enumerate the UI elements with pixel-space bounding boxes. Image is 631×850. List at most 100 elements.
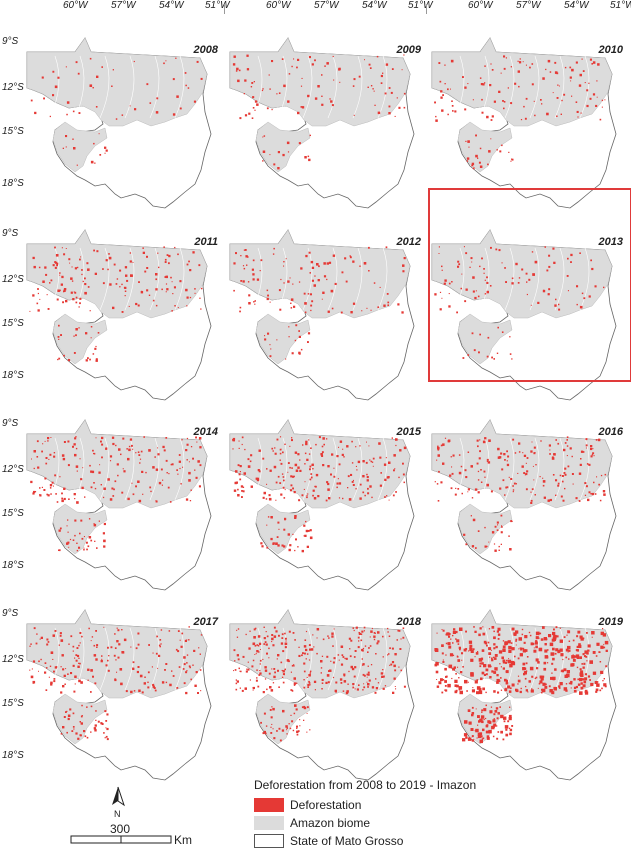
deforestation-patch (288, 660, 290, 663)
deforestation-patch (63, 288, 67, 291)
deforestation-patch (308, 158, 311, 162)
deforestation-patch (97, 720, 100, 723)
deforestation-patch (306, 545, 309, 548)
deforestation-patch (309, 529, 312, 532)
deforestation-patch (274, 452, 277, 455)
deforestation-patch (515, 638, 518, 641)
deforestation-patch (258, 449, 261, 452)
scale-bar (70, 835, 172, 844)
deforestation-patch (81, 269, 83, 271)
deforestation-patch (386, 495, 388, 497)
deforestation-patch (260, 542, 263, 545)
deforestation-patch (129, 252, 132, 254)
deforestation-patch (504, 688, 508, 692)
deforestation-patch (557, 484, 560, 487)
deforestation-patch (140, 291, 144, 294)
deforestation-patch (286, 141, 290, 145)
deforestation-patch (168, 262, 170, 265)
deforestation-patch (447, 439, 451, 442)
deforestation-patch (262, 691, 265, 694)
deforestation-patch (438, 253, 440, 254)
deforestation-patch (179, 467, 181, 470)
deforestation-patch (548, 254, 551, 257)
deforestation-patch (61, 247, 63, 249)
deforestation-patch (294, 549, 296, 552)
deforestation-patch (366, 676, 368, 678)
year-label: 2017 (193, 616, 218, 628)
deforestation-patch (293, 682, 297, 685)
deforestation-patch (584, 82, 586, 84)
deforestation-patch (367, 673, 370, 676)
deforestation-patch (114, 678, 117, 681)
deforestation-patch (304, 534, 307, 537)
deforestation-patch (248, 294, 251, 297)
deforestation-patch (46, 493, 48, 496)
deforestation-patch (129, 105, 131, 107)
deforestation-patch (484, 293, 487, 295)
deforestation-patch (323, 262, 326, 265)
deforestation-patch (66, 731, 68, 734)
deforestation-patch (297, 730, 300, 732)
deforestation-patch (142, 247, 144, 249)
deforestation-patch (246, 256, 249, 258)
deforestation-patch (115, 118, 118, 120)
deforestation-patch (326, 674, 330, 677)
deforestation-patch (264, 335, 266, 337)
deforestation-patch (399, 648, 402, 650)
deforestation-patch (188, 479, 191, 482)
deforestation-patch (531, 488, 534, 491)
deforestation-patch (347, 475, 350, 478)
deforestation-patch (491, 670, 494, 673)
deforestation-patch (286, 659, 290, 662)
deforestation-patch (368, 270, 370, 272)
deforestation-patch (520, 648, 523, 651)
longitude-label: 54°W (159, 0, 184, 11)
deforestation-patch (576, 645, 579, 648)
deforestation-patch (532, 273, 535, 276)
deforestation-patch (441, 269, 443, 271)
deforestation-patch (94, 487, 97, 490)
deforestation-patch (436, 679, 438, 680)
deforestation-patch (99, 464, 101, 466)
deforestation-patch (280, 462, 283, 465)
deforestation-patch (246, 264, 248, 266)
deforestation-patch (76, 470, 78, 472)
deforestation-patch (342, 690, 345, 692)
deforestation-patch (252, 96, 255, 99)
deforestation-patch (477, 530, 480, 532)
deforestation-patch (338, 659, 340, 661)
deforestation-patch (36, 440, 39, 443)
deforestation-patch (280, 278, 282, 281)
deforestation-patch (498, 456, 502, 459)
deforestation-patch (132, 667, 135, 670)
deforestation-patch (266, 546, 269, 549)
deforestation-patch (233, 55, 236, 58)
deforestation-patch (502, 661, 505, 664)
deforestation-patch (199, 653, 201, 655)
deforestation-patch (332, 676, 335, 679)
deforestation-patch (93, 142, 95, 145)
deforestation-patch (554, 304, 557, 307)
amazon-biome-area (26, 37, 208, 127)
deforestation-patch (573, 678, 576, 681)
deforestation-patch (284, 632, 286, 635)
deforestation-patch (249, 679, 251, 681)
deforestation-patch (261, 89, 264, 92)
deforestation-patch (105, 720, 108, 722)
deforestation-patch (362, 647, 365, 650)
deforestation-patch (192, 457, 194, 460)
deforestation-patch (538, 647, 543, 652)
deforestation-patch (479, 77, 482, 79)
deforestation-patch (72, 726, 75, 728)
deforestation-patch (507, 720, 510, 723)
deforestation-patch (72, 110, 75, 113)
deforestation-patch (394, 653, 397, 656)
deforestation-patch (155, 500, 158, 503)
deforestation-patch (271, 637, 274, 641)
deforestation-patch (238, 447, 240, 449)
deforestation-patch (360, 633, 363, 635)
deforestation-patch (287, 280, 290, 283)
deforestation-patch (468, 721, 472, 725)
deforestation-patch (491, 657, 493, 660)
deforestation-patch (565, 656, 568, 659)
